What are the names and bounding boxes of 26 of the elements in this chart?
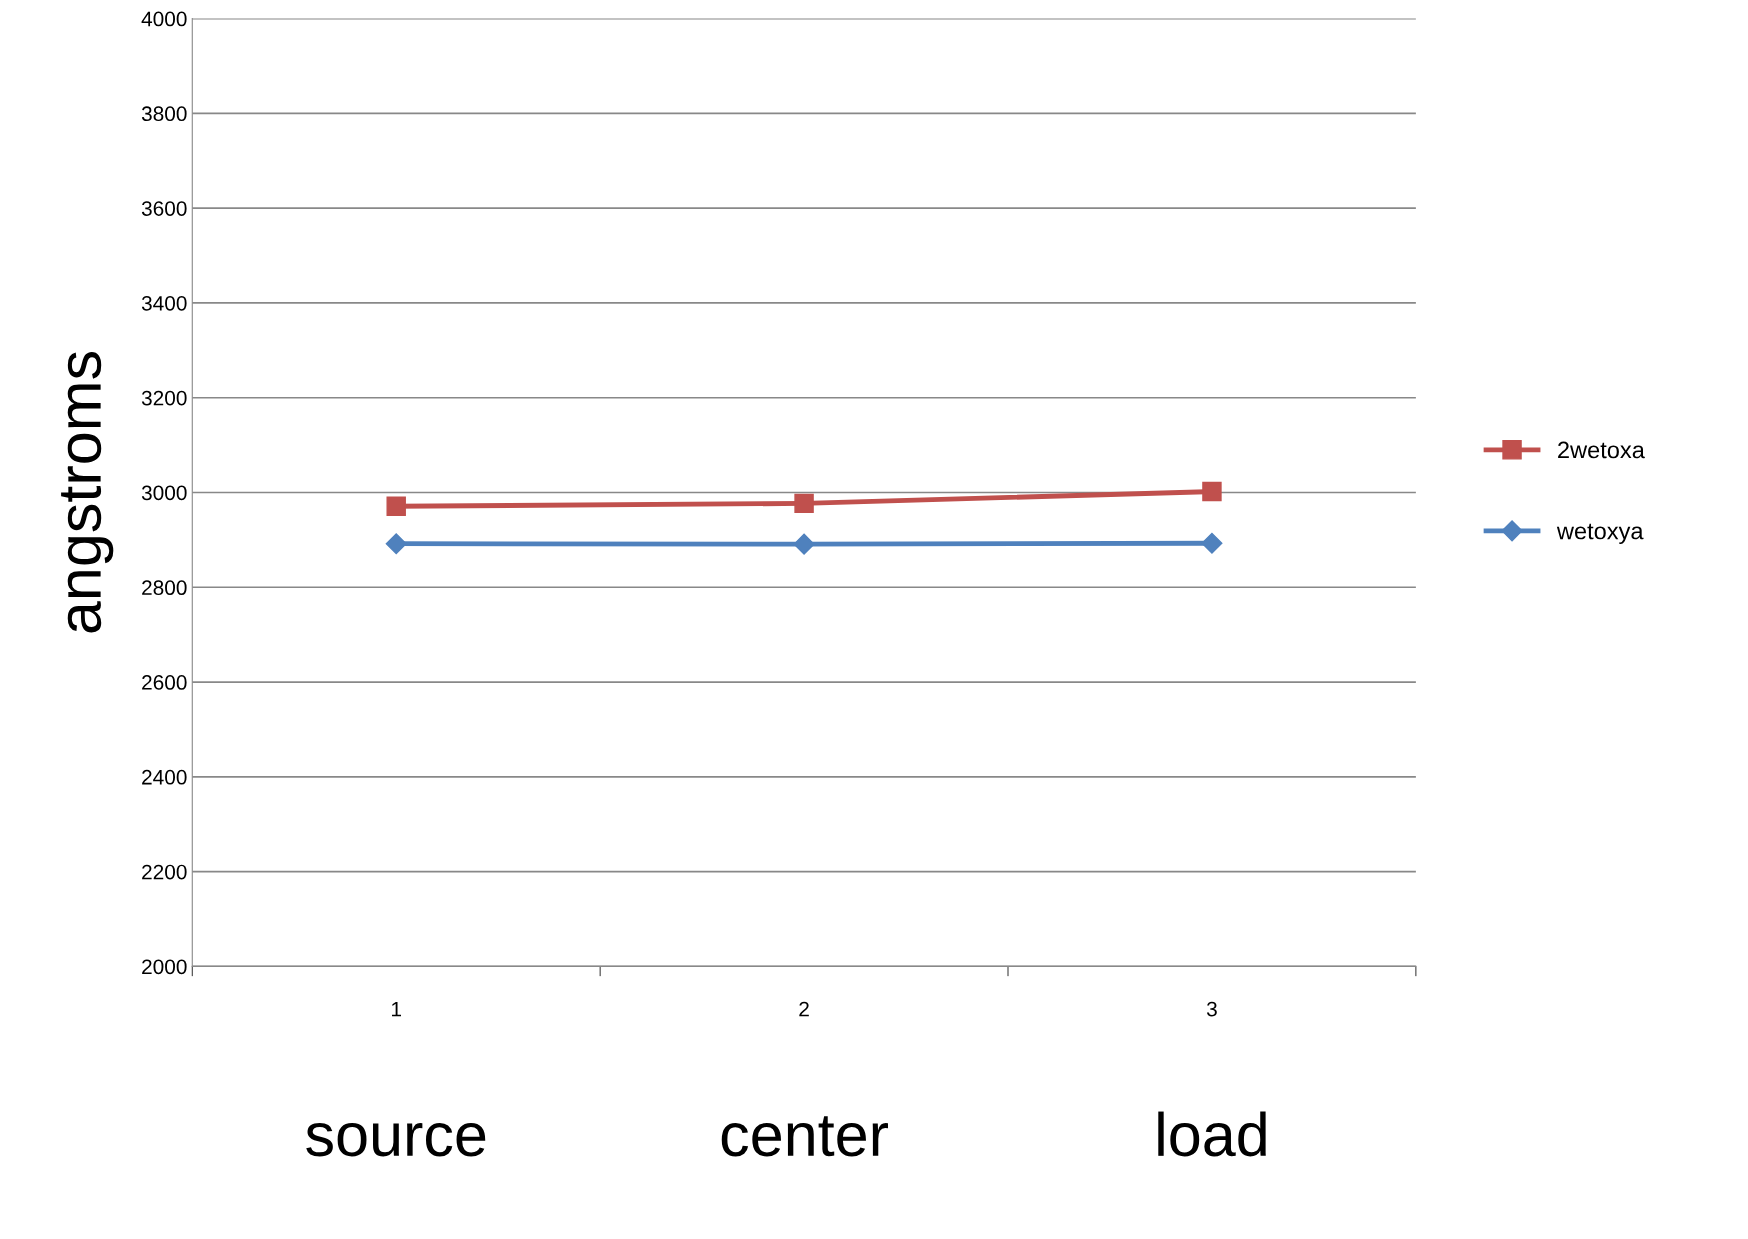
point	[386, 496, 406, 516]
x-tick-label: 3	[1206, 1001, 1217, 1017]
y-tick-label: 3200	[141, 390, 187, 406]
y-tick-label: 2600	[142, 675, 187, 690]
y-tick-label: 2200	[142, 864, 187, 880]
text: load	[1158, 1111, 1266, 1157]
y-tick-label: 3600	[141, 201, 187, 216]
y-tick-label: 2400	[142, 769, 187, 785]
text: center	[721, 1116, 888, 1157]
point	[1202, 481, 1222, 502]
y-tick-label: 2800	[142, 580, 187, 596]
legend-label: 2wetoxa	[1558, 441, 1645, 459]
legend-label: wetoxya	[1556, 523, 1644, 545]
y-tick-label: 2000	[142, 959, 187, 975]
y-tick-label: 3000	[141, 485, 187, 501]
point	[793, 533, 815, 555]
x-tick-label: 2	[799, 1001, 809, 1017]
point	[1201, 532, 1223, 554]
y-tick-label: 3800	[141, 106, 187, 122]
text: source	[306, 1122, 486, 1157]
x-tick-label: 1	[392, 1001, 401, 1017]
point	[385, 533, 407, 555]
y-axis-title: angstroms	[61, 352, 114, 633]
y-tick-label: 4000	[141, 11, 187, 27]
y-tick-label: 3400	[141, 295, 187, 311]
point	[794, 493, 814, 514]
